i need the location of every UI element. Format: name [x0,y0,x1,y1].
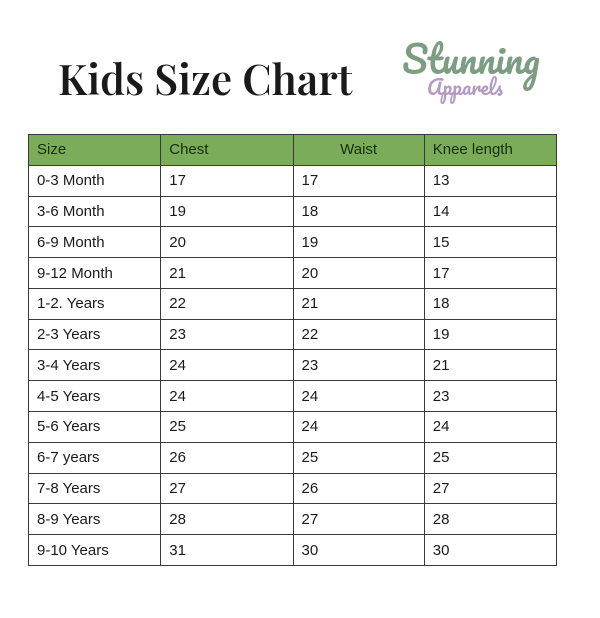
svg-text:Apparels: Apparels [427,70,503,105]
